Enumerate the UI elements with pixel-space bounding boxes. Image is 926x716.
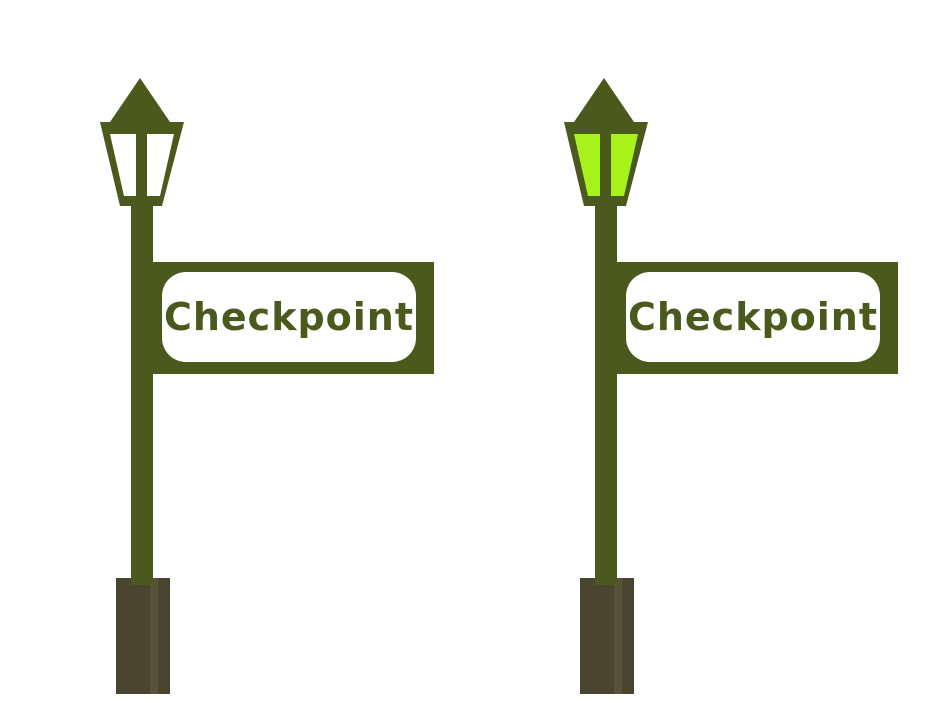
lamp-post-inactive — [100, 78, 434, 694]
lamp-pane-right — [147, 134, 174, 196]
lamp-pane-right — [611, 134, 638, 196]
checkpoint-inactive: Checkpoint — [0, 0, 434, 716]
sign-panel — [626, 272, 880, 362]
checkpoint-label: Checkpoint — [627, 295, 879, 339]
post-base — [580, 578, 634, 694]
checkpoint-active: Checkpoint — [464, 0, 898, 716]
lantern-roof — [110, 78, 170, 122]
post-pole — [595, 195, 617, 585]
lamp-post-active — [564, 78, 898, 694]
lamp-pane-left — [110, 134, 136, 196]
sign-panel — [162, 272, 416, 362]
lantern-roof — [574, 78, 634, 122]
post-pole — [131, 195, 153, 585]
post-base — [116, 578, 170, 694]
lamp-pane-left — [574, 134, 600, 196]
checkpoint-label: Checkpoint — [163, 295, 415, 339]
